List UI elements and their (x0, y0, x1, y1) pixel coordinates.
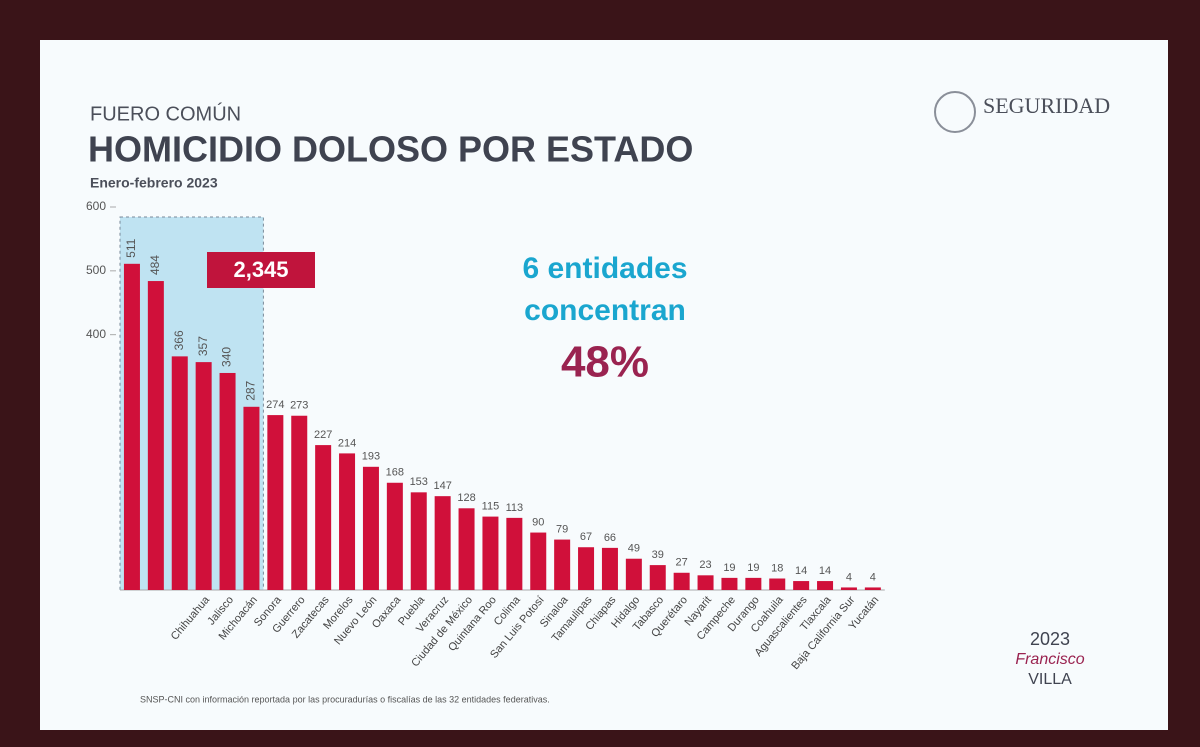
logo-text: 2023 (1030, 629, 1070, 649)
data-label: 273 (290, 400, 308, 412)
bar (864, 587, 881, 590)
highlight-total: 2,345 (233, 257, 288, 282)
bar (745, 577, 762, 590)
data-label: 153 (410, 476, 428, 488)
data-label: 357 (196, 336, 210, 356)
logo-text: VILLA (1028, 671, 1072, 688)
bar (195, 362, 212, 590)
bar (267, 415, 284, 590)
bar (673, 572, 690, 590)
data-label: 14 (819, 565, 831, 577)
data-label: 366 (172, 330, 186, 350)
highlight-badge (207, 252, 315, 288)
data-label: 287 (244, 380, 258, 400)
data-label: 227 (314, 429, 332, 441)
data-label: 340 (220, 347, 234, 367)
data-label: 66 (604, 532, 616, 544)
emblem (934, 91, 976, 133)
data-label: 511 (124, 238, 138, 257)
data-label: 193 (362, 451, 380, 463)
y-tick-label: 600 (86, 199, 106, 213)
subtitle: Enero-febrero 2023 (90, 175, 218, 191)
data-label: 90 (532, 516, 544, 528)
bar (434, 496, 451, 590)
bar (697, 575, 714, 590)
data-label: 14 (795, 565, 807, 577)
bar (817, 581, 834, 590)
bar (482, 516, 499, 590)
bar (243, 406, 260, 590)
annotation-line: 6 entidades (522, 252, 687, 285)
bar (840, 587, 857, 590)
bar (601, 547, 618, 590)
kicker: FUERO COMÚN (90, 102, 241, 125)
source: SNSP-CNI con información reportada por l… (140, 694, 550, 704)
data-label: 214 (338, 437, 356, 449)
bar (171, 356, 188, 590)
bar (410, 492, 427, 590)
bar (315, 445, 332, 590)
data-label: 19 (747, 562, 759, 574)
data-label: 19 (723, 562, 735, 574)
y-tick-label: 400 (86, 327, 106, 341)
bar (649, 565, 666, 590)
bar (291, 415, 308, 590)
data-label: 67 (580, 531, 592, 543)
data-label: 23 (699, 559, 711, 571)
data-label: 113 (506, 502, 524, 514)
annotation-share: 48% (561, 338, 649, 387)
bar (530, 532, 547, 590)
data-label: 128 (457, 492, 475, 504)
bar (769, 578, 786, 590)
data-label: 115 (482, 500, 500, 512)
bar (362, 466, 379, 590)
data-label: 484 (148, 255, 162, 275)
chart-title: HOMICIDIO DOLOSO POR ESTADO (88, 129, 693, 170)
data-label: 4 (870, 571, 876, 583)
data-label: 79 (556, 523, 568, 535)
bar (721, 577, 738, 590)
data-label: 274 (266, 399, 284, 411)
data-label: 49 (628, 543, 640, 555)
y-tick-label: 500 (86, 263, 106, 277)
bar (147, 281, 164, 590)
bar (386, 482, 403, 590)
bar (625, 558, 642, 590)
data-label: 27 (676, 557, 688, 569)
bar (123, 263, 140, 590)
bar (339, 453, 356, 590)
bar (554, 539, 571, 590)
bar (578, 547, 595, 590)
logo-text: Francisco (1015, 651, 1084, 668)
bar (506, 517, 523, 590)
bar (458, 508, 475, 590)
bar (219, 372, 236, 590)
bar (793, 581, 810, 590)
data-label: 147 (433, 480, 451, 492)
data-label: 4 (846, 571, 852, 583)
brand: SEGURIDAD (983, 93, 1110, 118)
data-label: 39 (652, 549, 664, 561)
annotation-line: concentran (524, 294, 686, 327)
data-label: 18 (771, 562, 783, 574)
data-label: 168 (386, 467, 404, 479)
